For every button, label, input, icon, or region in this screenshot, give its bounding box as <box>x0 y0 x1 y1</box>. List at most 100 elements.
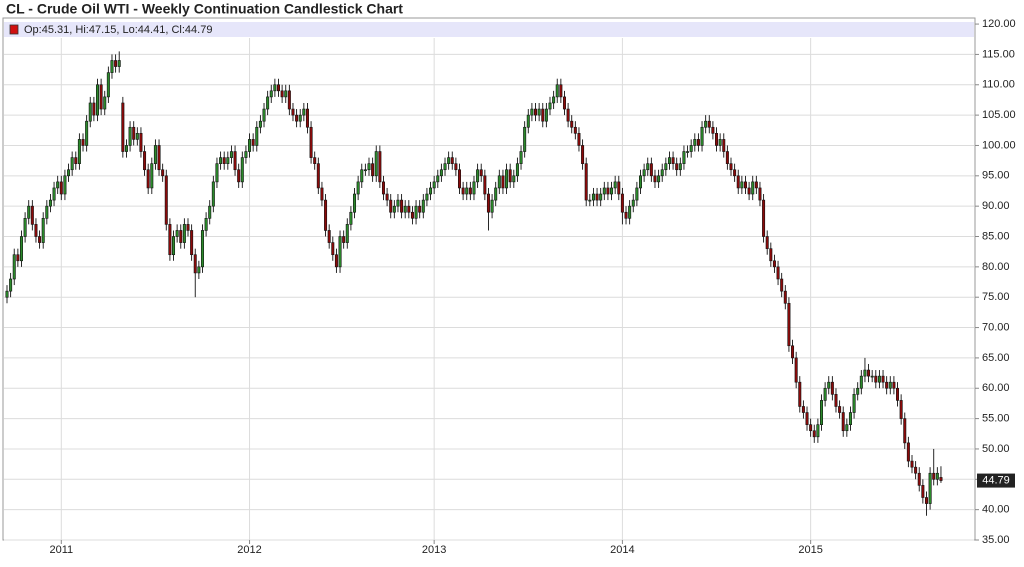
candle-body <box>704 120 708 128</box>
x-tick-label: 2015 <box>798 544 822 556</box>
candle-body <box>291 108 295 116</box>
candle-body <box>298 114 302 122</box>
candle-body <box>197 266 201 274</box>
candle-body <box>52 187 56 201</box>
candle-body <box>834 394 838 407</box>
candle-body <box>179 230 183 243</box>
plot-frame <box>2 17 976 541</box>
candle-body <box>526 114 530 128</box>
candle-body <box>378 151 382 183</box>
y-tick-label: 60.00 <box>982 382 1010 394</box>
candle-body <box>45 205 49 219</box>
candle-body <box>816 424 820 438</box>
candle-body <box>867 369 871 377</box>
candle-body <box>906 442 910 462</box>
legend-strip <box>4 22 974 37</box>
y-tick-label: 110.00 <box>982 79 1015 91</box>
candle-body <box>555 84 559 98</box>
candle-body <box>345 224 349 243</box>
candle-body <box>139 133 143 152</box>
candle-body <box>664 163 668 171</box>
candle-body <box>939 477 943 481</box>
y-tick-label: 40.00 <box>982 504 1010 516</box>
candle-body <box>38 236 42 243</box>
candle-body <box>248 139 252 152</box>
candle-body <box>765 236 769 249</box>
candle-body <box>805 412 809 425</box>
candle-body <box>874 375 878 383</box>
candle-body <box>229 151 233 158</box>
candle-body <box>660 169 664 177</box>
candle-body <box>200 230 204 268</box>
candle-body <box>41 218 45 243</box>
candle-body <box>432 181 436 189</box>
candle-body <box>638 175 642 189</box>
candle-body <box>16 254 20 262</box>
candle-body <box>722 139 726 152</box>
candle-body <box>606 187 610 195</box>
candle-body <box>186 224 190 231</box>
candle-body <box>541 108 545 122</box>
candle-body <box>841 412 845 432</box>
candle-body <box>436 175 440 183</box>
candle-body <box>758 187 762 201</box>
candle-body <box>161 169 165 177</box>
candle-body <box>877 375 881 383</box>
candle-body <box>733 169 737 177</box>
y-tick-label: 80.00 <box>982 261 1010 273</box>
candle-body <box>653 175 657 183</box>
candle-body <box>255 126 259 146</box>
candle-body <box>88 102 92 122</box>
candle-body <box>715 133 719 146</box>
candle-body <box>67 169 71 177</box>
candle-body <box>910 460 914 468</box>
y-tick-label: 85.00 <box>982 230 1010 242</box>
candle-body <box>30 205 34 225</box>
candle-body <box>27 205 31 219</box>
candle-body <box>852 394 856 413</box>
candle-body <box>385 193 389 201</box>
candle-body <box>338 236 342 268</box>
candle-body <box>552 96 556 104</box>
candle-body <box>168 224 172 256</box>
candle-body <box>172 236 176 256</box>
candle-body <box>599 193 603 201</box>
candle-body <box>497 175 501 189</box>
candle-body <box>798 381 802 407</box>
candle-body <box>190 230 194 256</box>
candle-body <box>320 187 324 201</box>
candle-body <box>523 126 527 152</box>
candle-body <box>392 205 396 213</box>
candle-body <box>331 242 335 256</box>
candle-body <box>682 151 686 164</box>
candle-body <box>96 84 100 116</box>
candle-body <box>334 254 338 268</box>
legend-label: Cl: <box>171 24 184 36</box>
candle-body <box>74 157 78 164</box>
candle-body <box>718 139 722 146</box>
candle-body <box>584 163 588 201</box>
candle-body <box>769 248 773 262</box>
candle-body <box>689 145 693 152</box>
y-tick-label: 120.00 <box>982 18 1016 30</box>
x-tick-label: 2014 <box>610 544 634 556</box>
candle-body <box>237 169 241 183</box>
candle-body <box>501 175 505 189</box>
candle-body <box>787 302 791 347</box>
candle-body <box>888 381 892 389</box>
candle-body <box>725 151 729 164</box>
candle-body <box>729 163 733 171</box>
candle-body <box>81 139 85 146</box>
candle-body <box>316 163 320 189</box>
candle-body <box>848 412 852 425</box>
candle-body <box>381 181 385 195</box>
candle-body <box>754 181 758 189</box>
candle-body <box>838 406 842 413</box>
candle-body <box>70 157 74 171</box>
candle-body <box>106 72 110 98</box>
candle-body <box>244 151 248 158</box>
candle-body <box>508 169 512 183</box>
candle-body <box>776 266 780 280</box>
candle-body <box>400 199 404 213</box>
